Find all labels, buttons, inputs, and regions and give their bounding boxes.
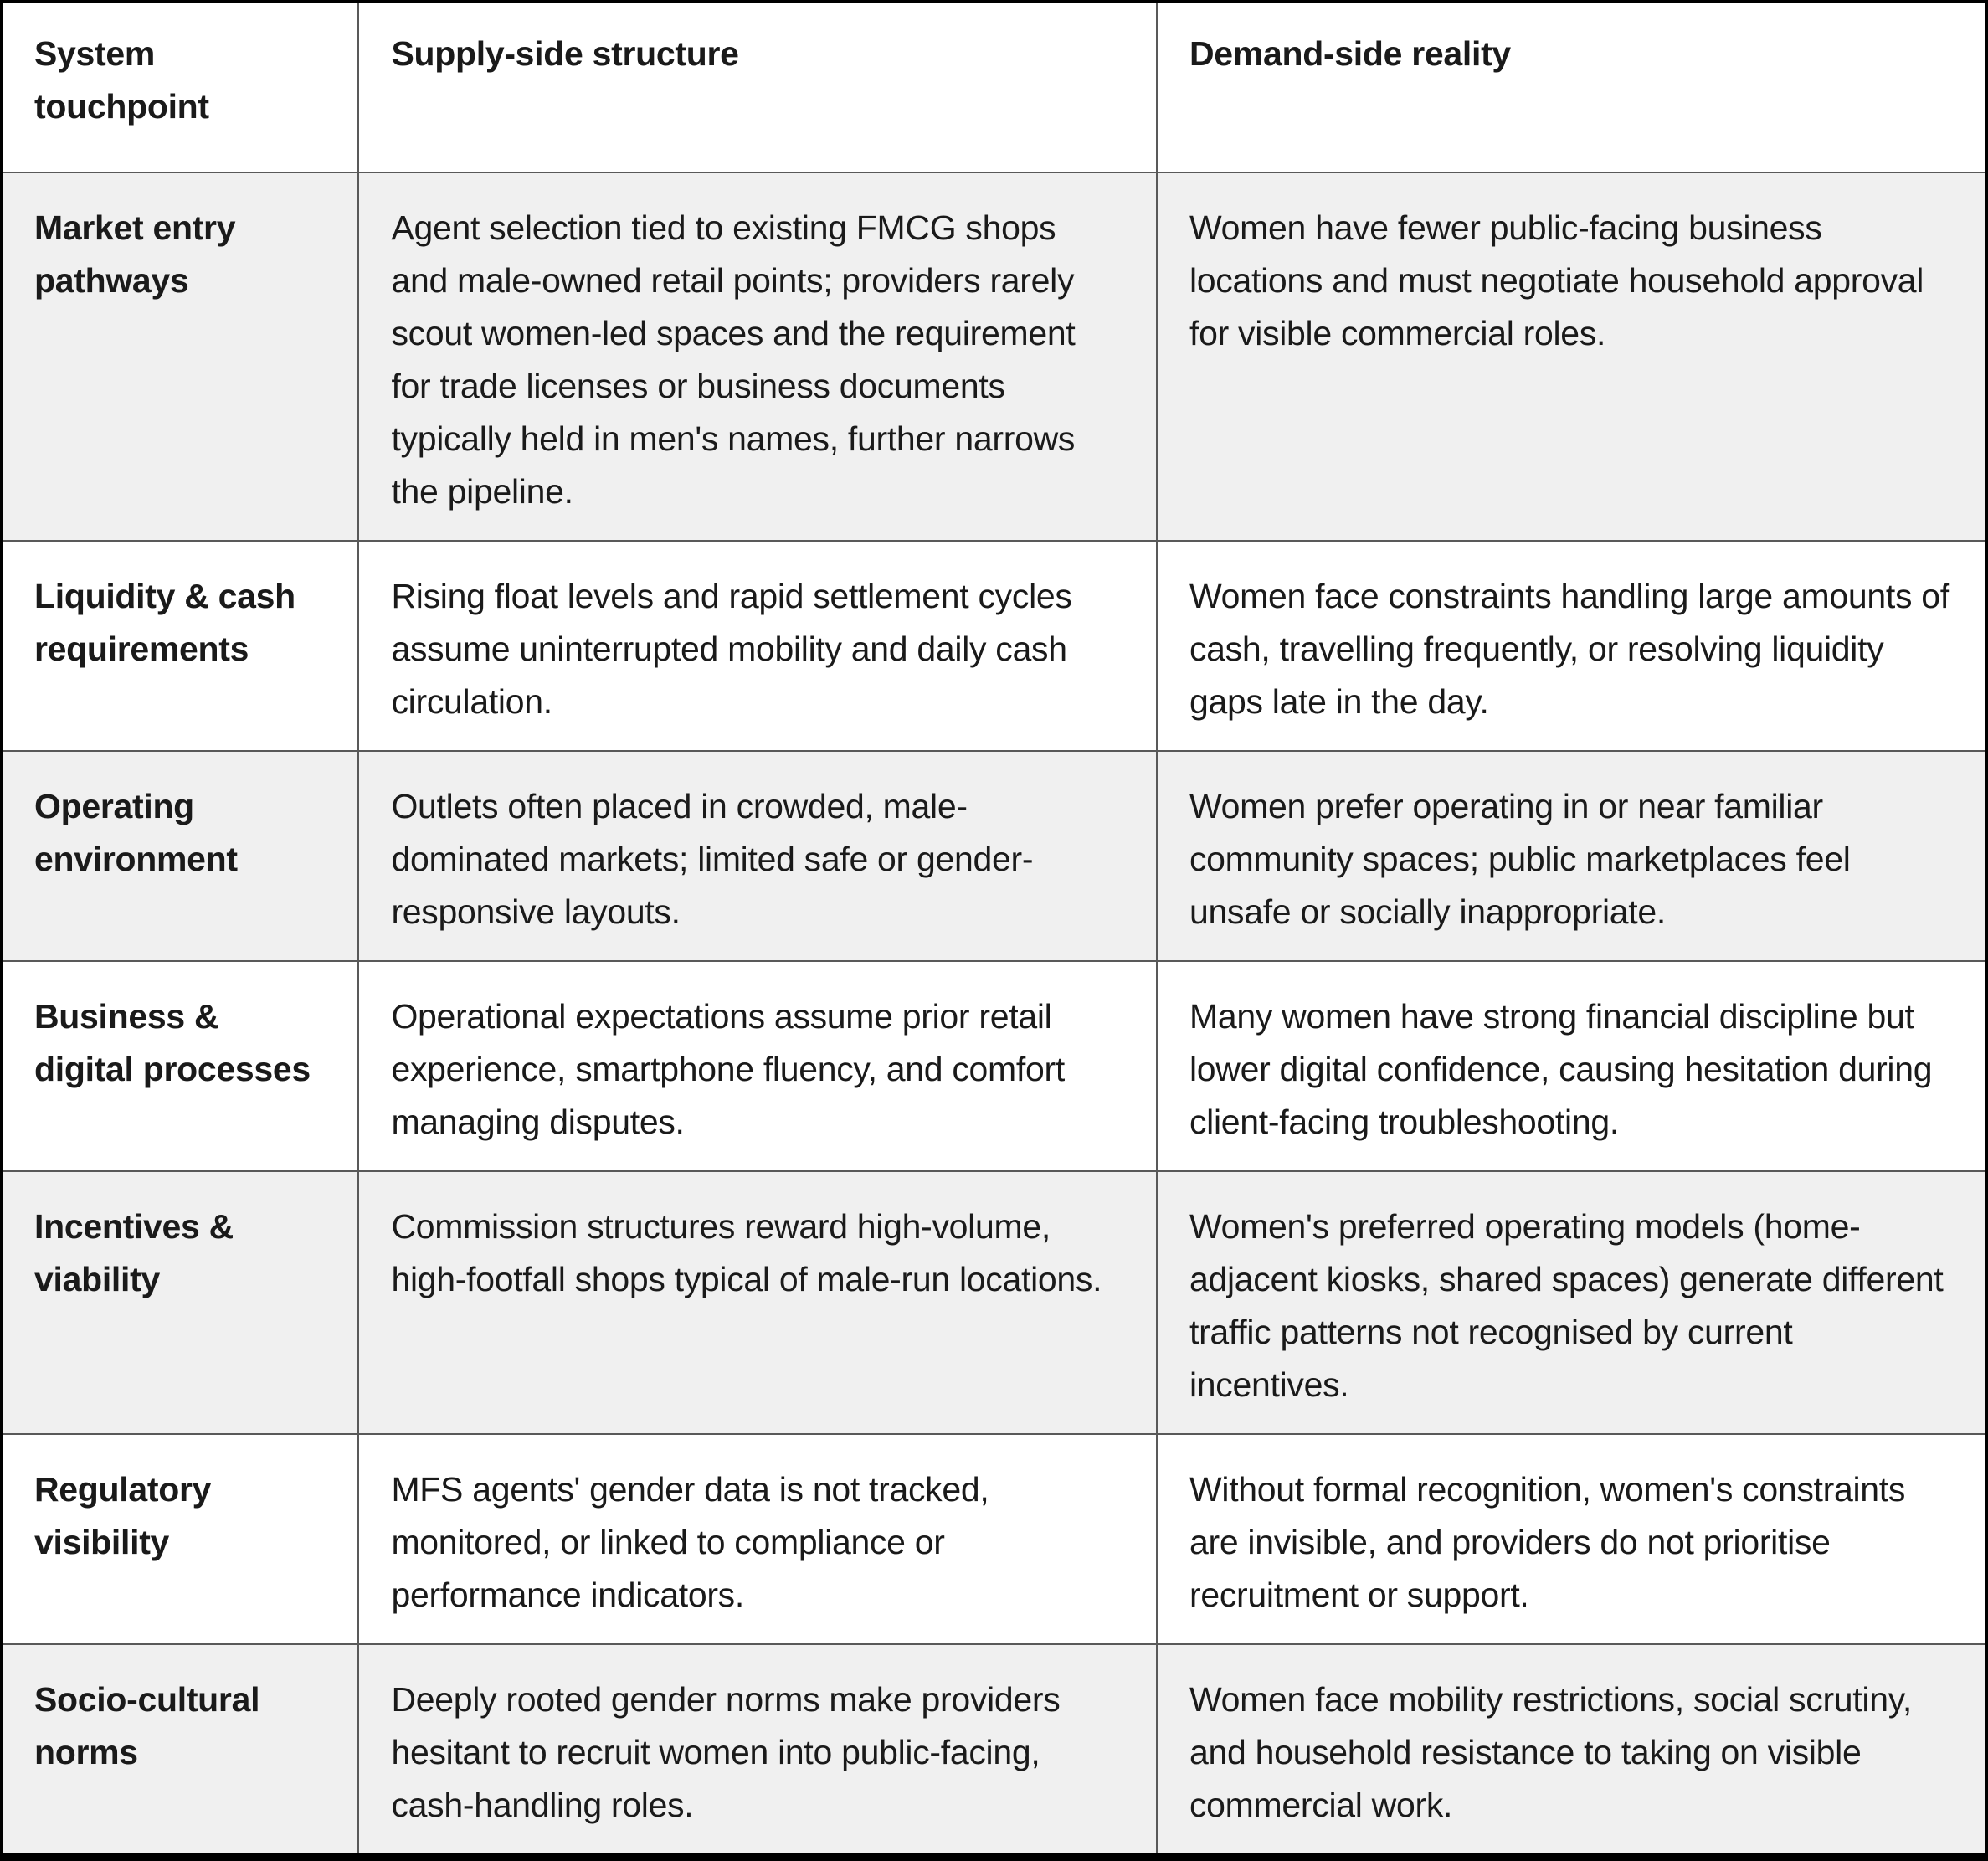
- table-row: Incentives & viability Commission struct…: [0, 1170, 1988, 1435]
- demand-cell: Without formal recognition, women's cons…: [1155, 1433, 1988, 1645]
- table-row: Business & digital processes Operational…: [0, 960, 1988, 1172]
- row-touchpoint-cell: Incentives & viability: [0, 1170, 360, 1435]
- supply-cell: MFS agents' gender data is not tracked, …: [357, 1433, 1158, 1645]
- row-touchpoint-cell: Liquidity & cash requirements: [0, 540, 360, 752]
- column-header-demand-side: Demand-side reality: [1155, 0, 1988, 173]
- row-touchpoint-cell: Market entry pathways: [0, 172, 360, 542]
- demand-cell: Women prefer operating in or near famili…: [1155, 750, 1988, 962]
- supply-cell: Rising float levels and rapid settlement…: [357, 540, 1158, 752]
- row-touchpoint-cell: Operating environment: [0, 750, 360, 962]
- supply-cell: Agent selection tied to existing FMCG sh…: [357, 172, 1158, 542]
- table-row: Liquidity & cash requirements Rising flo…: [0, 540, 1988, 752]
- row-touchpoint-cell: Regulatory visibility: [0, 1433, 360, 1645]
- supply-cell: Commission structures reward high-volume…: [357, 1170, 1158, 1435]
- demand-cell: Women's preferred operating models (home…: [1155, 1170, 1988, 1435]
- column-header-system-touchpoint: System touchpoint: [0, 0, 360, 173]
- demand-cell: Women face mobility restrictions, social…: [1155, 1643, 1988, 1858]
- table-row: Regulatory visibility MFS agents' gender…: [0, 1433, 1988, 1645]
- demand-cell: Many women have strong financial discipl…: [1155, 960, 1988, 1172]
- column-header-supply-side: Supply-side structure: [357, 0, 1158, 173]
- row-touchpoint-cell: Business & digital processes: [0, 960, 360, 1172]
- supply-cell: Deeply rooted gender norms make provider…: [357, 1643, 1158, 1858]
- table-row: Socio-cultural norms Deeply rooted gende…: [0, 1643, 1988, 1858]
- supply-cell: Operational expectations assume prior re…: [357, 960, 1158, 1172]
- table-row: Market entry pathways Agent selection ti…: [0, 172, 1988, 542]
- supply-cell: Outlets often placed in crowded, male-do…: [357, 750, 1158, 962]
- header-row: System touchpoint Supply-side structure …: [0, 0, 1988, 173]
- demand-cell: Women have fewer public-facing business …: [1155, 172, 1988, 542]
- row-touchpoint-cell: Socio-cultural norms: [0, 1643, 360, 1858]
- demand-cell: Women face constraints handling large am…: [1155, 540, 1988, 752]
- table-row: Operating environment Outlets often plac…: [0, 750, 1988, 962]
